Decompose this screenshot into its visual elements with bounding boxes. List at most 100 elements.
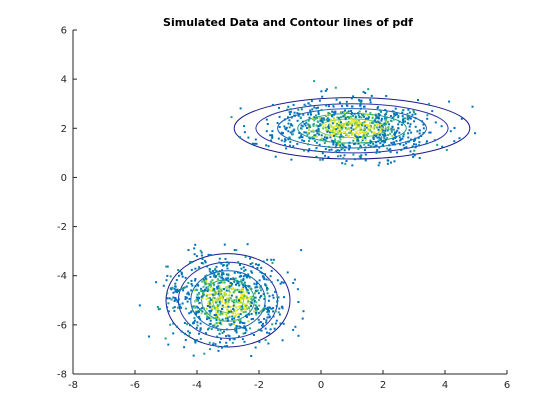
data-point [284,138,287,141]
data-point [250,318,253,321]
data-point [289,131,292,134]
data-point [217,313,219,316]
data-point [229,282,232,284]
data-point [271,323,274,326]
data-point [292,103,295,106]
data-point [319,138,322,141]
data-point [324,138,327,141]
data-point [211,270,214,273]
data-point [396,151,398,154]
data-point [323,118,326,121]
data-point [357,136,360,139]
data-point [303,140,306,143]
data-point [315,147,318,149]
data-point [237,315,240,318]
data-point [175,325,178,328]
data-point [221,281,224,284]
data-point [245,316,248,319]
data-point [312,129,315,132]
data-point [320,120,323,123]
data-point [226,299,228,301]
data-point [338,136,341,139]
data-point [226,302,229,305]
data-point [359,131,361,134]
data-point [248,285,251,288]
data-point [245,329,248,332]
data-point [352,95,355,98]
data-point [371,114,374,117]
data-point [325,140,328,143]
data-point [243,340,246,343]
data-point [414,117,417,120]
data-point [300,127,303,130]
data-point [198,301,201,304]
data-point [407,132,410,135]
y-tick-label: 0 [61,173,67,184]
data-point [250,298,253,301]
data-point [337,124,340,127]
data-point [378,123,381,126]
data-point [207,328,209,331]
data-point [403,146,406,149]
data-point [353,158,356,161]
data-point [181,302,184,305]
data-point [400,123,403,126]
contour-line [165,253,291,348]
data-point [405,146,408,149]
data-point [328,149,331,152]
data-point [347,122,350,125]
data-point [337,121,340,124]
data-point [413,149,416,152]
data-point [342,144,345,147]
data-point [258,299,260,302]
data-point [174,297,177,299]
data-point [210,293,213,296]
data-point [219,310,222,313]
data-point [223,281,226,284]
data-point [332,143,335,146]
data-point [474,132,477,135]
data-point [208,300,211,303]
data-point [262,293,265,296]
data-point [328,127,330,130]
data-point [236,297,239,300]
data-point [237,301,240,304]
data-point [401,111,404,114]
data-point [334,131,337,134]
data-point [314,149,317,152]
data-point [268,316,271,319]
data-point [328,105,330,108]
data-point [226,311,229,314]
data-point [340,128,343,131]
data-point [267,306,269,309]
data-point [372,136,375,139]
data-point [176,300,179,303]
data-point [218,257,221,260]
data-point [171,286,174,289]
data-point [222,264,224,267]
data-point [370,126,373,129]
data-point [281,339,284,342]
data-point [328,113,331,116]
data-point [274,155,277,158]
data-point [407,108,410,111]
data-point [343,125,346,128]
data-point [219,312,222,315]
data-point [420,135,423,137]
data-point [259,310,262,313]
data-point [217,293,220,295]
data-point [351,122,354,125]
data-point [220,262,223,265]
data-point [255,311,257,314]
data-point [292,328,295,331]
data-point [321,158,324,161]
data-point [213,292,216,295]
data-point [380,126,383,129]
data-point [266,311,269,313]
data-point [367,88,370,91]
data-point [341,111,344,114]
data-point [359,104,362,107]
data-point [184,307,187,310]
data-point [322,117,325,120]
data-point [381,145,384,147]
